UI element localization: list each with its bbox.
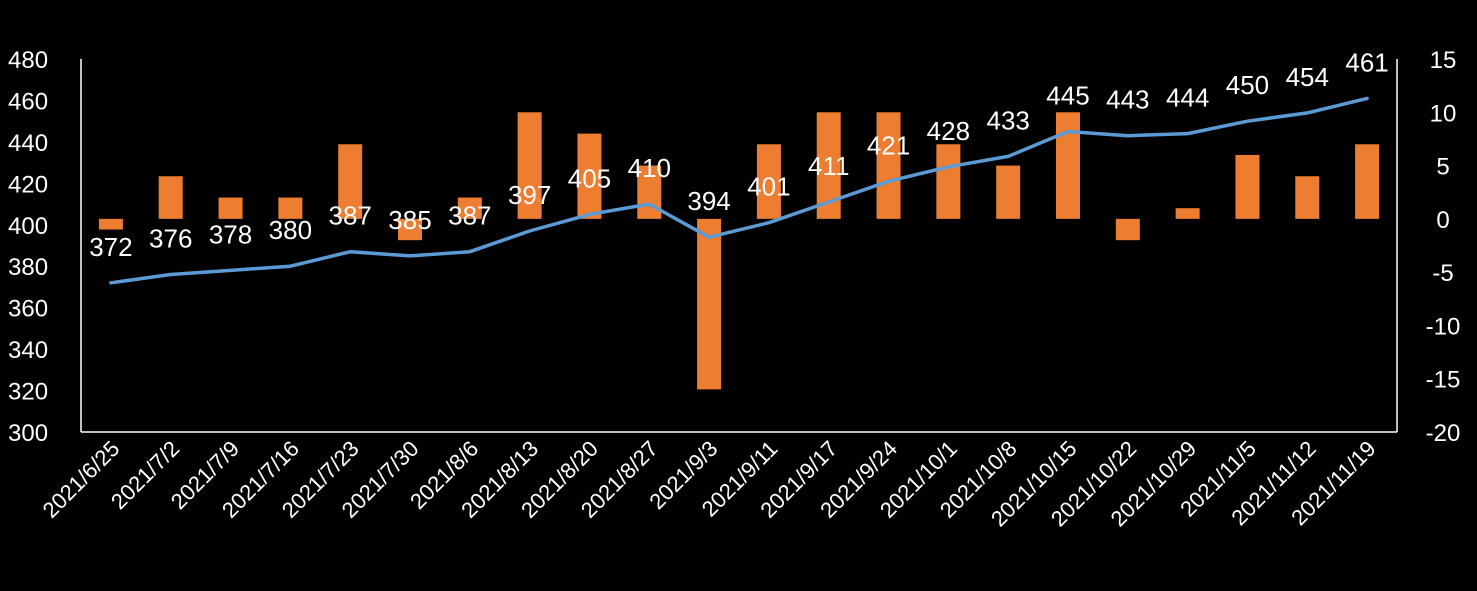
bar-2021/11/12 xyxy=(1295,176,1320,219)
left-tick-420: 420 xyxy=(8,171,48,198)
data-label-2021/7/30: 385 xyxy=(388,205,431,235)
data-label-2021/7/23: 387 xyxy=(328,201,371,231)
right-tick--5: -5 xyxy=(1432,260,1453,287)
data-label-2021/7/9: 378 xyxy=(209,219,252,249)
data-label-2021/9/3: 394 xyxy=(687,186,730,216)
data-label-2021/10/15: 445 xyxy=(1046,81,1089,111)
left-tick-480: 480 xyxy=(8,47,48,74)
data-label-2021/6/25: 372 xyxy=(89,232,132,262)
left-tick-320: 320 xyxy=(8,379,48,406)
data-label-2021/8/27: 410 xyxy=(628,153,671,183)
data-label-2021/9/11: 401 xyxy=(747,172,790,202)
left-tick-360: 360 xyxy=(8,296,48,323)
right-tick--10: -10 xyxy=(1426,313,1461,340)
data-label-2021/9/24: 421 xyxy=(867,130,910,160)
left-tick-400: 400 xyxy=(8,213,48,240)
data-labels: 372 376 378 380 387 385 387 397 405 410 394 401 411 4… xyxy=(89,47,1389,261)
bar-2021/9/24 xyxy=(876,112,901,219)
data-label-2021/9/17: 411 xyxy=(808,151,849,181)
right-tick-5: 5 xyxy=(1436,154,1449,181)
left-tick-380: 380 xyxy=(8,254,48,281)
bar-2021/8/13 xyxy=(517,112,542,219)
left-tick-460: 460 xyxy=(8,88,48,115)
bar-2021/9/11 xyxy=(756,144,781,219)
bar-2021/10/22 xyxy=(1115,218,1140,241)
x-axis-ticks: 2021/6/252021/7/22021/7/92021/7/162021/7… xyxy=(38,436,1381,532)
data-label-2021/7/16: 380 xyxy=(269,215,312,245)
bar-2021/9/3 xyxy=(697,218,722,390)
line-path xyxy=(109,96,1369,285)
axes xyxy=(80,59,1398,433)
data-label-2021/11/12: 454 xyxy=(1286,62,1329,92)
bar-2021/10/8 xyxy=(996,165,1021,219)
right-tick-10: 10 xyxy=(1430,100,1457,127)
bar-2021/6/25 xyxy=(98,218,123,230)
bar-2021/8/20 xyxy=(577,133,602,219)
data-label-2021/8/13: 397 xyxy=(508,180,551,210)
data-label-2021/11/5: 450 xyxy=(1226,70,1269,100)
bar-2021/7/2 xyxy=(158,176,183,219)
bar-2021/7/30 xyxy=(398,218,422,241)
data-label-2021/10/29: 444 xyxy=(1166,83,1209,113)
right-tick-15: 15 xyxy=(1430,47,1457,74)
bar-2021/11/19 xyxy=(1355,144,1380,219)
bar-2021/10/15 xyxy=(1056,112,1080,219)
data-label-2021/10/1: 428 xyxy=(927,116,970,146)
right-tick--20: -20 xyxy=(1426,420,1461,447)
left-tick-300: 300 xyxy=(8,420,48,447)
bar-2021/8/6 xyxy=(457,197,482,219)
data-label-2021/10/8: 433 xyxy=(986,105,1029,135)
bar-2021/10/29 xyxy=(1175,208,1200,219)
bar-series xyxy=(98,112,1380,390)
left-tick-340: 340 xyxy=(8,337,48,364)
bar-2021/7/23 xyxy=(338,144,363,219)
bar-2021/11/5 xyxy=(1235,154,1260,219)
data-label-2021/11/19: 461 xyxy=(1345,47,1388,77)
right-axis-ticks: -20 -15 -10 -5 0 5 10 15 xyxy=(1426,47,1461,447)
data-label-2021/10/22: 443 xyxy=(1106,85,1149,115)
bar-2021/7/16 xyxy=(278,197,303,219)
right-tick-0: 0 xyxy=(1436,207,1449,234)
data-label-2021/7/2: 376 xyxy=(149,224,192,254)
bar-2021/10/1 xyxy=(936,144,961,219)
bar-2021/7/9 xyxy=(218,197,243,219)
right-tick--15: -15 xyxy=(1426,367,1461,394)
line-series xyxy=(109,96,1369,285)
left-axis-ticks: 300 320 340 360 380 400 420 440 460 480 xyxy=(8,47,48,447)
data-label-2021/8/6: 387 xyxy=(448,201,491,231)
data-label-2021/8/20: 405 xyxy=(568,163,611,193)
left-tick-440: 440 xyxy=(8,130,48,157)
x-tick-2021/6/25: 2021/6/25 xyxy=(38,436,125,523)
